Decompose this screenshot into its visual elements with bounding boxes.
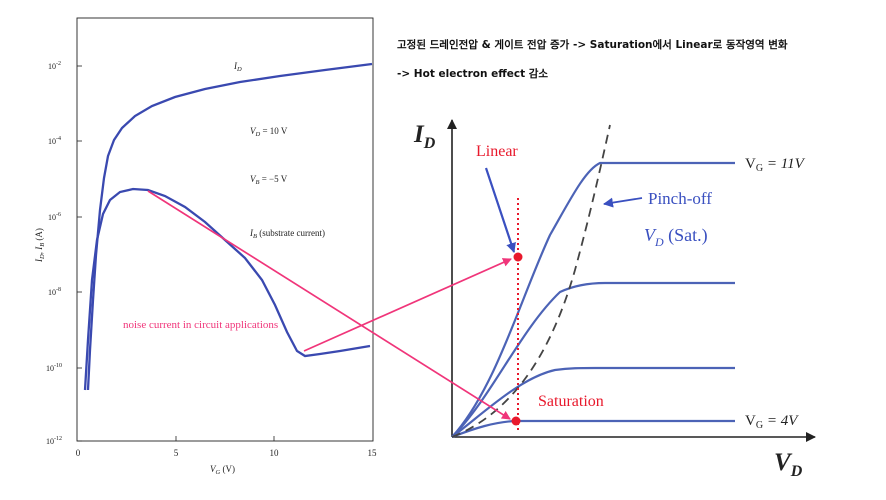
noise-connectors: noise current in circuit applications xyxy=(123,190,512,420)
x-tick-10: 10 xyxy=(270,448,280,458)
vg-11-label: VG = 11V xyxy=(745,156,806,174)
left-plot-frame xyxy=(76,17,374,442)
valley-to-linear-arrow xyxy=(303,258,512,352)
output-curve-2 xyxy=(451,281,735,438)
pinch-off-label: Pinch-off xyxy=(648,189,712,208)
left-y-tick-labels: 10-2 10-4 10-6 10-8 10-10 10-12 xyxy=(46,61,62,446)
vg-4-label: VG = 4V xyxy=(745,413,799,431)
noise-current-label: noise current in circuit applications xyxy=(123,319,278,331)
saturation-point-marker xyxy=(511,416,521,426)
left-y-ticks xyxy=(77,65,275,442)
linear-point-marker xyxy=(513,252,523,262)
caption-line-2: -> Hot electron effect 감소 xyxy=(397,68,549,80)
y-tick-1e-12: 10-12 xyxy=(46,436,62,446)
y-tick-1e-8: 10-8 xyxy=(48,287,61,297)
left-plot: 10-2 10-4 10-6 10-8 10-10 10-12 0 5 10 1… xyxy=(34,17,377,476)
saturation-label: Saturation xyxy=(538,393,604,410)
id-curve xyxy=(86,62,373,391)
left-y-axis-label: ID, IB (A) xyxy=(34,228,46,263)
output-curve-vg-4 xyxy=(451,419,735,439)
peak-to-saturation-arrow xyxy=(147,190,511,420)
pinch-off-arrow xyxy=(603,197,643,208)
vd-sat-label: VD (Sat.) xyxy=(644,225,708,249)
y-tick-1e-6: 10-6 xyxy=(48,212,61,222)
caption-line-1: 고정된 드레인전압 & 게이트 전압 증가 -> Saturation에서 Li… xyxy=(397,39,788,51)
output-curve-3 xyxy=(451,366,735,438)
ib-curve-label: IB (substrate current) xyxy=(249,228,325,240)
linear-pointer-arrow xyxy=(484,167,516,253)
output-curve-vg-11 xyxy=(451,161,735,438)
vd-condition-label: VD = 10 V xyxy=(250,126,288,138)
x-tick-15: 15 xyxy=(368,448,378,458)
x-tick-0: 0 xyxy=(76,448,81,458)
left-x-tick-labels: 0 5 10 15 xyxy=(76,448,377,458)
right-plot: ID VD Linear Saturation Pinch-off VD (Sa… xyxy=(413,119,816,480)
x-tick-5: 5 xyxy=(174,448,179,458)
linear-label: Linear xyxy=(476,143,518,160)
right-y-axis-label: ID xyxy=(413,121,436,152)
right-x-axis-label: VD xyxy=(774,449,803,480)
y-tick-1e-2: 10-2 xyxy=(48,61,61,71)
pinch-off-locus xyxy=(451,124,611,438)
y-tick-1e-10: 10-10 xyxy=(46,363,62,373)
left-x-axis-label: VG (V) xyxy=(210,464,235,476)
vb-condition-label: VB = −5 V xyxy=(250,174,288,186)
id-curve-label: ID xyxy=(233,61,242,73)
ib-curve xyxy=(83,187,371,391)
y-tick-1e-4: 10-4 xyxy=(48,136,61,146)
